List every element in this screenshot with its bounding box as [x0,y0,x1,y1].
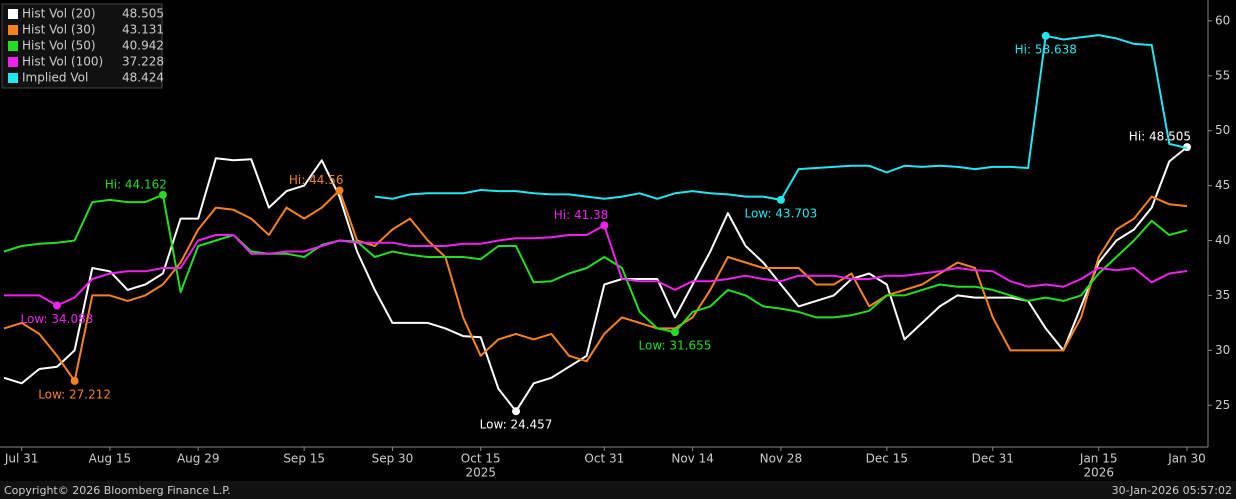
x-tick-label: Nov 14 [671,452,714,466]
extreme-label: Hi: 58.638 [1015,42,1077,56]
x-tick-label: Jan 30 [1167,452,1206,466]
legend-label: Hist Vol (100) [22,55,103,69]
x-tick-label: Nov 28 [760,452,803,466]
extreme-label: Low: 34.083 [21,312,94,326]
extreme-marker [670,328,679,337]
x-tick-label: Oct 31 [584,452,624,466]
series-line [3,193,1188,334]
legend-swatch [8,73,18,83]
timestamp: 30-Jan-2026 05:57:02 [1112,484,1232,497]
extreme-label: Low: 27.212 [38,387,111,401]
series-line [3,189,1188,382]
x-tick-label: Jan 15 [1079,452,1118,466]
legend-value: 40.942 [122,39,164,53]
y-tick-label: 60 [1215,13,1230,27]
extreme-marker [512,407,521,416]
legend-value: 37.228 [122,55,164,69]
copyright: Copyright© 2026 Bloomberg Finance L.P. [4,484,231,497]
year-label: 2026 [1083,466,1114,480]
extreme-marker [158,190,167,199]
x-tick-label: Aug 15 [89,452,132,466]
legend-label: Hist Vol (50) [22,39,96,53]
extreme-label: Low: 24.457 [480,418,553,432]
y-tick-label: 50 [1215,123,1230,137]
y-tick-label: 35 [1215,288,1230,302]
y-tick-label: 40 [1215,233,1230,247]
legend-value: 43.131 [122,23,164,37]
y-tick-label: 30 [1215,343,1230,357]
x-tick-label: Dec 31 [972,452,1014,466]
legend-value: 48.424 [122,71,164,85]
legend-swatch [8,9,18,19]
legend-swatch [8,25,18,35]
y-tick-label: 55 [1215,68,1230,82]
extreme-marker [1041,31,1050,40]
extreme-label: Low: 43.703 [744,206,817,220]
extreme-label: Hi: 48.505 [1129,130,1191,144]
legend-value: 48.505 [122,7,164,21]
series-line [4,224,1188,307]
series-line [3,146,1188,413]
y-tick-label: 45 [1215,178,1230,192]
x-tick-label: Sep 30 [372,452,414,466]
x-tick-label: Sep 15 [283,452,325,466]
x-tick-label: Dec 15 [866,452,908,466]
extreme-label: Hi: 44.162 [105,177,167,191]
legend-swatch [8,41,18,51]
extreme-marker [776,195,785,204]
legend-label: Implied Vol [22,71,88,85]
extreme-label: Low: 31.655 [639,339,712,353]
legend-swatch [8,57,18,67]
y-tick-label: 25 [1215,398,1230,412]
x-tick-label: Aug 29 [177,452,220,466]
extreme-label: Hi: 44.56 [289,173,344,187]
x-tick-label: Oct 15 [461,452,501,466]
extreme-label: Hi: 41.38 [554,208,609,222]
legend: Hist Vol (20) 48.505 Hist Vol (30) 43.131 Hi… [1,3,164,89]
extreme-marker [70,376,79,385]
legend-label: Hist Vol (20) [22,7,96,21]
extreme-marker [600,221,609,230]
legend-label: Hist Vol (30) [22,23,96,37]
x-tick-label: Jul 31 [4,452,39,466]
footer-bar [0,481,1236,499]
year-label: 2025 [465,466,496,480]
extreme-marker [335,186,344,195]
legend-box [1,3,163,89]
extreme-marker [52,301,61,310]
